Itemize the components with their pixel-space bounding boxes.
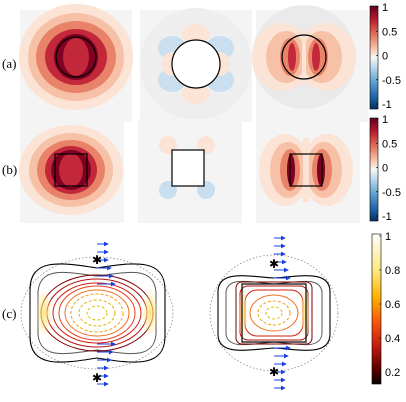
- dipole-marker-icon: ✱: [92, 371, 102, 385]
- colorbar-tick-label: -0.5: [382, 75, 401, 87]
- contour-c1: ✱ ✱: [20, 241, 174, 387]
- row-c: (c): [2, 231, 400, 391]
- colorbar-tick-label: 0.5: [382, 26, 397, 38]
- colorbar-tick-label: 0.8: [385, 265, 400, 277]
- colorbar-tick-label: 0.2: [385, 367, 400, 379]
- map-b2: [138, 119, 242, 223]
- row-a: (a): [2, 2, 401, 122]
- colorbar-a: 1 0.5 0 -0.5 -1: [369, 2, 401, 111]
- particle-outline: [241, 283, 307, 343]
- colorbar-tick-label: 1: [385, 231, 391, 243]
- contour-c2: ✱ ✱: [209, 235, 339, 391]
- colorbar-tick-label: -1: [382, 211, 392, 223]
- particle-outline: [171, 39, 221, 89]
- panel-label-c: (c): [2, 306, 16, 321]
- colorbar-tick-label: 0.5: [382, 138, 397, 150]
- particle-outline: [171, 149, 205, 187]
- particle-outline: [55, 36, 97, 78]
- colorbar-tick-label: 1: [382, 2, 388, 14]
- particle-outline: [289, 153, 323, 187]
- field-arrows-bottom-c2: [274, 345, 291, 391]
- colorbar-tick-label: 0: [382, 163, 388, 175]
- row-b: (b): [2, 114, 401, 223]
- dipole-marker-icon: ✱: [92, 253, 102, 267]
- map-a1: [19, 4, 133, 122]
- dipole-marker-icon: ✱: [269, 257, 279, 271]
- colorbar-tick-label: 0.6: [385, 299, 400, 311]
- colorbar-tick-label: 0: [382, 51, 388, 63]
- map-a2: [140, 8, 252, 122]
- colorbar-tick-label: 1: [382, 114, 388, 126]
- colorbar-tick-label: -1: [382, 99, 392, 111]
- particle-outline: [281, 34, 327, 80]
- panel-label-b: (b): [2, 162, 17, 177]
- field-arrows-top-c2: [274, 235, 291, 281]
- colorbar-b: 1 0.5 0 -0.5 -1: [369, 114, 401, 223]
- map-b3: [256, 119, 360, 223]
- map-a3: [252, 5, 368, 122]
- field-arrows-top-c1: [97, 241, 116, 287]
- map-b1: [19, 119, 124, 223]
- panel-label-a: (a): [2, 56, 16, 71]
- colorbar-c: 1 0.8 0.6 0.4 0.2: [371, 231, 400, 385]
- field-arrows-bottom-c1: [97, 341, 116, 387]
- colorbar-tick-label: 0.4: [385, 333, 400, 345]
- dipole-marker-icon: ✱: [269, 365, 279, 379]
- particle-outline: [54, 153, 88, 187]
- colorbar-tick-label: -0.5: [382, 187, 401, 199]
